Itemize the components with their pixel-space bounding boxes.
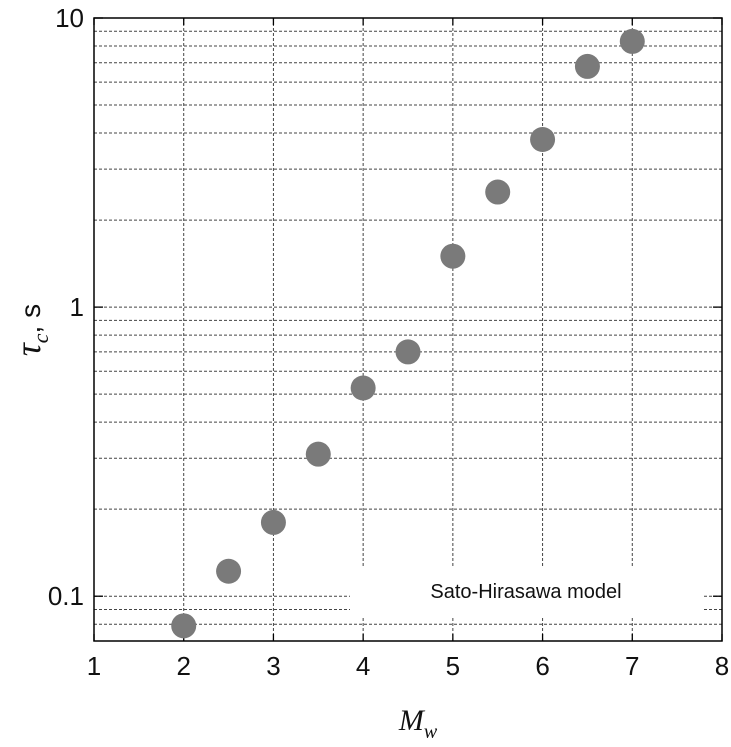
x-tick-label: 5: [446, 651, 460, 681]
y-axis-title: τc, s: [8, 304, 53, 356]
annotation-text: Sato-Hirasawa model: [430, 581, 621, 603]
x-axis-ticks: 1 2 3 4 5 6 7 8: [87, 18, 729, 681]
data-point: [619, 28, 645, 54]
data-point: [440, 243, 466, 269]
y-axis-title-suffix: , s: [15, 304, 46, 334]
y-axis-title-sub: c: [28, 333, 53, 343]
grid-lines: [94, 18, 722, 641]
x-tick-label: 1: [87, 651, 101, 681]
annotation-background: [350, 568, 702, 618]
x-axis-title: Mw: [398, 704, 438, 743]
y-tick-label: 1: [70, 292, 84, 322]
data-point: [171, 613, 197, 639]
x-axis-title-sub: w: [424, 721, 438, 743]
y-tick-label: 10: [55, 3, 84, 33]
data-point: [530, 126, 556, 152]
x-tick-label: 8: [715, 651, 729, 681]
x-tick-label: 3: [266, 651, 280, 681]
annotation: Sato-Hirasawa model: [350, 568, 702, 618]
x-tick-label: 2: [176, 651, 190, 681]
data-point: [216, 558, 242, 584]
data-points: [171, 28, 645, 639]
x-tick-label: 6: [535, 651, 549, 681]
y-axis-title-main: τ: [8, 342, 48, 356]
y-tick-label: 0.1: [48, 581, 84, 611]
x-tick-label: 4: [356, 651, 370, 681]
x-axis-title-main: M: [398, 704, 426, 737]
data-point: [260, 509, 286, 535]
data-point: [395, 339, 421, 365]
plot-frame: [93, 17, 723, 642]
data-point: [574, 53, 600, 79]
data-point: [305, 441, 331, 467]
data-point: [350, 375, 376, 401]
y-axis-ticks: 0.1 1 10: [48, 3, 722, 611]
x-tick-label: 7: [625, 651, 639, 681]
data-point: [485, 179, 511, 205]
